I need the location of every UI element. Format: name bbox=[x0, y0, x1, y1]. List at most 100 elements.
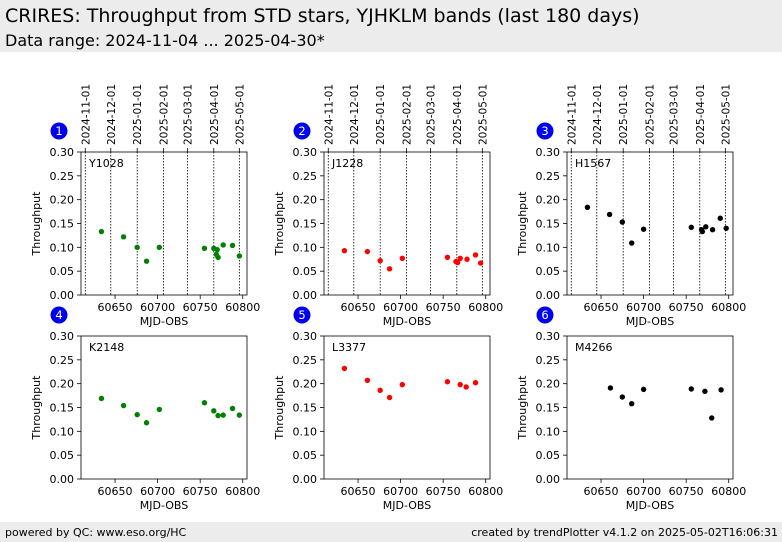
data-point bbox=[703, 224, 709, 230]
data-point bbox=[386, 266, 393, 272]
panel-number: 6 bbox=[541, 308, 548, 322]
x-tick-label: 60650 bbox=[341, 301, 376, 314]
footer-bar: powered by QC: www.eso.org/HC created by… bbox=[0, 522, 782, 542]
y-tick-label: 0.30 bbox=[50, 330, 75, 343]
data-point bbox=[472, 380, 479, 386]
data-point bbox=[688, 224, 694, 231]
panel-number-badge bbox=[50, 306, 68, 324]
y-tick-label: 0.05 bbox=[293, 449, 318, 462]
page-title: CRIRES: Throughput from STD stars, YJHKL… bbox=[5, 5, 640, 27]
y-tick-label: 0.25 bbox=[293, 170, 318, 183]
y-tick-label: 0.15 bbox=[536, 402, 561, 415]
data-point bbox=[229, 405, 236, 412]
date-tick-label: 2025-05-01 bbox=[477, 84, 489, 145]
data-point bbox=[619, 394, 626, 400]
data-point bbox=[220, 412, 226, 418]
band-label: Y1028 bbox=[88, 157, 124, 170]
data-point bbox=[464, 256, 470, 262]
plot-frame bbox=[566, 151, 734, 296]
data-point bbox=[236, 412, 243, 418]
data-point bbox=[364, 377, 371, 384]
chart-panel-4: 0.00 0.05 0.10 0.15 0.20 0.25 0.30 60650 60700 60… bbox=[30, 306, 260, 512]
x-tick-label: 60750 bbox=[183, 301, 218, 314]
y-tick-label: 0.30 bbox=[536, 330, 561, 343]
data-point bbox=[201, 400, 208, 406]
y-tick-label: 0.10 bbox=[536, 425, 561, 438]
data-point bbox=[702, 388, 708, 394]
plot-frame bbox=[80, 151, 248, 296]
data-point bbox=[640, 226, 647, 232]
date-tick-label: 2025-01-01 bbox=[618, 84, 630, 145]
chart-panel-1: 2024-11-01 2024-12-01 2025-01-01 2025-02-01… bbox=[30, 84, 260, 328]
date-tick-label: 2025-04-01 bbox=[695, 84, 707, 145]
x-tick-label: 60800 bbox=[711, 301, 746, 314]
y-tick-label: 0.05 bbox=[536, 265, 561, 278]
date-tick-label: 2025-01-01 bbox=[375, 84, 387, 145]
x-tick-label: 60750 bbox=[183, 485, 218, 498]
date-tick-label: 2025-01-01 bbox=[132, 84, 144, 145]
data-point bbox=[709, 415, 715, 421]
x-tick-label: 60750 bbox=[426, 485, 461, 498]
band-label: L3377 bbox=[332, 341, 366, 354]
x-tick-label: 60800 bbox=[468, 301, 503, 314]
y-axis-label: Throughput bbox=[30, 375, 43, 441]
x-axis-label: MJD-OBS bbox=[383, 315, 431, 328]
x-tick-label: 60650 bbox=[341, 485, 376, 498]
panel-number: 1 bbox=[55, 124, 62, 138]
x-tick-label: 60800 bbox=[468, 485, 503, 498]
y-tick-label: 0.30 bbox=[536, 146, 561, 159]
x-tick-label: 60700 bbox=[140, 485, 175, 498]
data-point bbox=[688, 386, 694, 392]
y-tick-label: 0.10 bbox=[50, 425, 75, 438]
band-label: H1567 bbox=[575, 157, 611, 170]
date-tick-label: 2025-03-01 bbox=[182, 84, 194, 145]
chart-panel-2: 2024-11-01 2024-12-01 2025-01-01 2025-02-01… bbox=[273, 84, 503, 328]
chart-panel-5: 0.00 0.05 0.10 0.15 0.20 0.25 0.30 60650 60700 60… bbox=[273, 306, 503, 512]
band-label: K2148 bbox=[89, 341, 124, 354]
data-point bbox=[134, 411, 140, 418]
data-point bbox=[606, 211, 613, 218]
data-point bbox=[399, 381, 406, 388]
plot-frame bbox=[80, 335, 248, 480]
x-tick-label: 60650 bbox=[584, 301, 619, 314]
data-point bbox=[341, 247, 348, 254]
x-tick-label: 60700 bbox=[140, 301, 175, 314]
y-tick-label: 0.30 bbox=[293, 146, 318, 159]
date-tick-label: 2025-05-01 bbox=[234, 84, 246, 145]
x-tick-label: 60800 bbox=[225, 301, 260, 314]
data-point bbox=[377, 257, 383, 264]
panel-number-badge bbox=[293, 122, 311, 140]
data-point bbox=[201, 245, 208, 251]
y-tick-label: 0.15 bbox=[536, 218, 561, 231]
data-point bbox=[718, 387, 724, 393]
y-axis-label: Throughput bbox=[516, 375, 529, 441]
y-axis-label: Throughput bbox=[273, 375, 286, 441]
date-tick-label: 2025-02-01 bbox=[159, 84, 171, 145]
data-point bbox=[477, 260, 484, 266]
date-tick-label: 2025-02-01 bbox=[645, 84, 657, 145]
data-point bbox=[377, 387, 383, 394]
x-axis-label: MJD-OBS bbox=[626, 499, 674, 512]
data-point bbox=[457, 255, 463, 261]
y-tick-label: 0.30 bbox=[50, 146, 75, 159]
data-point bbox=[399, 255, 406, 261]
x-tick-label: 60750 bbox=[669, 485, 704, 498]
y-tick-label: 0.15 bbox=[293, 218, 318, 231]
y-tick-label: 0.00 bbox=[293, 289, 318, 302]
x-tick-label: 60650 bbox=[98, 301, 133, 314]
x-tick-label: 60800 bbox=[225, 485, 260, 498]
x-tick-label: 60650 bbox=[584, 485, 619, 498]
y-tick-label: 0.20 bbox=[536, 378, 561, 391]
plot-frame bbox=[323, 151, 491, 296]
y-tick-label: 0.15 bbox=[50, 218, 75, 231]
plot-frame bbox=[566, 335, 734, 480]
y-tick-label: 0.25 bbox=[536, 354, 561, 367]
date-tick-label: 2025-05-01 bbox=[720, 84, 732, 145]
y-tick-label: 0.10 bbox=[536, 241, 561, 254]
x-tick-label: 60750 bbox=[426, 301, 461, 314]
y-tick-label: 0.05 bbox=[50, 265, 75, 278]
date-tick-label: 2025-04-01 bbox=[209, 84, 221, 145]
data-point bbox=[156, 406, 163, 413]
data-point bbox=[220, 242, 226, 248]
x-tick-label: 60700 bbox=[383, 301, 418, 314]
